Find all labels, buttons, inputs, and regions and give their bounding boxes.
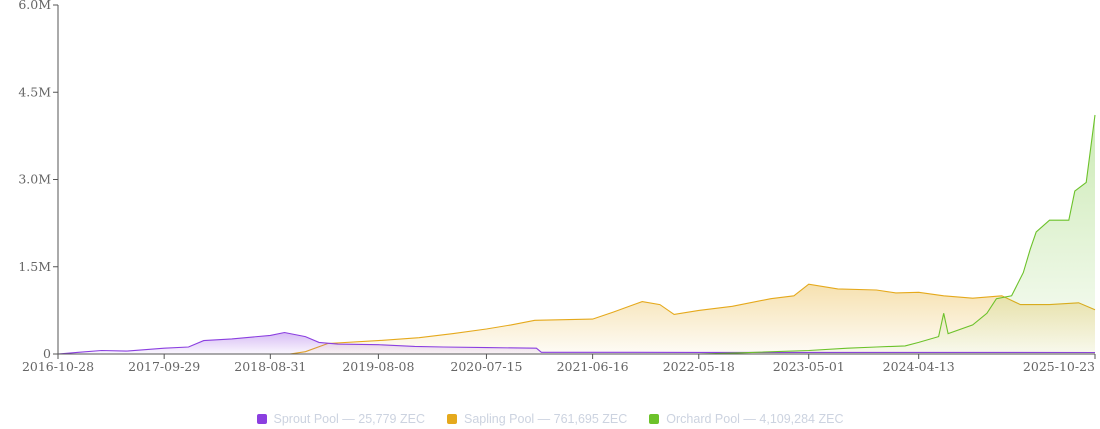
x-tick-label: 2025-10-23: [1023, 359, 1095, 374]
x-tick-label: 2024-04-13: [883, 359, 955, 374]
x-tick-label: 2023-05-01: [773, 359, 845, 374]
x-tick-label: 2018-08-31: [234, 359, 306, 374]
series-line-sprout-pool: [57, 331, 1096, 355]
series-area-sprout-pool: [58, 332, 1095, 354]
legend-item-sprout[interactable]: Sprout Pool — 25,779 ZEC: [256, 412, 425, 426]
series-area-sapling-pool: [289, 284, 1095, 354]
x-tick-label: 2020-07-15: [450, 359, 522, 374]
y-tick-label: 0: [43, 346, 51, 361]
sapling-swatch-icon: [447, 414, 457, 424]
x-tick-label: 2022-05-18: [663, 359, 735, 374]
x-tick-label: 2017-09-29: [128, 359, 200, 374]
orchard-swatch-icon: [649, 414, 660, 424]
y-tick-label: 1.5M: [18, 259, 51, 274]
legend-label: Sapling Pool — 761,695 ZEC: [464, 412, 628, 426]
y-tick-label: 6.0M: [18, 0, 51, 12]
series-line-sapling-pool: [289, 283, 1096, 355]
legend-item-orchard[interactable]: Orchard Pool — 4,109,284 ZEC: [649, 412, 843, 426]
x-tick-label: 2019-08-08: [342, 359, 414, 374]
legend-item-sapling[interactable]: Sapling Pool — 761,695 ZEC: [447, 412, 627, 426]
series-line-orchard-pool: [698, 114, 1096, 355]
sprout-swatch-icon: [256, 414, 267, 424]
legend-label: Sprout Pool — 25,779 ZEC: [273, 412, 425, 426]
legend-label: Orchard Pool — 4,109,284 ZEC: [666, 412, 844, 426]
x-tick-label: 2021-06-16: [557, 359, 629, 374]
y-tick-label: 3.0M: [18, 172, 51, 187]
legend: Sprout Pool — 25,779 ZEC Sapling Pool — …: [0, 412, 1100, 426]
x-tick-label: 2016-10-28: [22, 359, 94, 374]
pool-area-chart: 0 1.5M 3.0M 4.5M 6.0M 2016-10-28 2017-09-29 201…: [18, 0, 1096, 374]
series-area-orchard-pool: [698, 115, 1095, 354]
y-tick-label: 4.5M: [18, 84, 51, 99]
